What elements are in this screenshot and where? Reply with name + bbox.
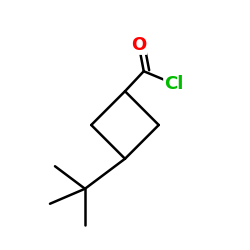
Text: Cl: Cl: [164, 75, 184, 93]
Text: O: O: [131, 36, 146, 54]
